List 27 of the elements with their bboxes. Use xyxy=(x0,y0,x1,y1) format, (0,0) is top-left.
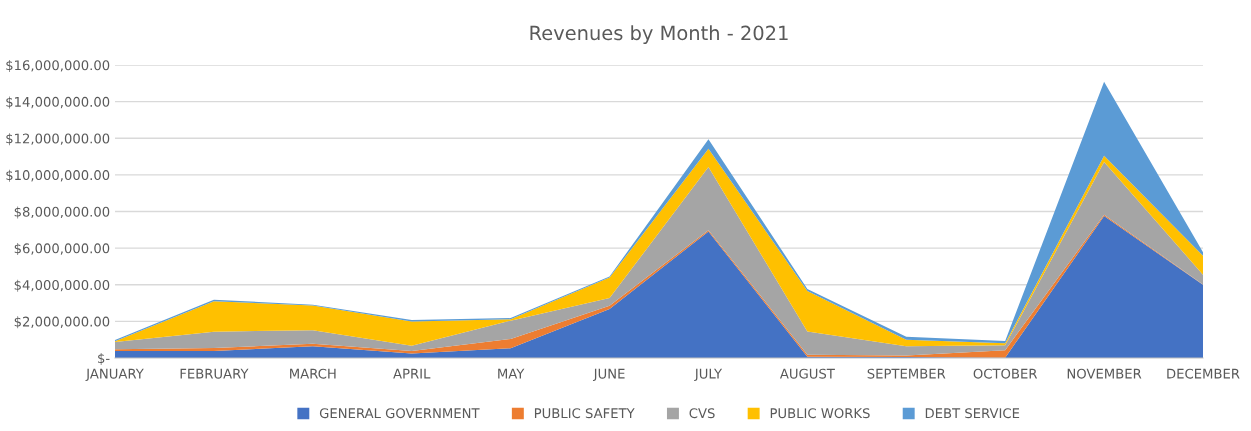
y-tick-label: $10,000,000.00 xyxy=(6,169,110,182)
legend-label: DEBT SERVICE xyxy=(925,408,1020,419)
x-tick-label: AUGUST xyxy=(779,368,835,379)
y-tick-label: $8,000,000.00 xyxy=(14,206,110,219)
x-tick-label: OCTOBER xyxy=(973,368,1038,379)
x-tick-label: JUNE xyxy=(592,368,625,382)
x-tick-label: JANUARY xyxy=(85,368,144,382)
y-tick-label: $2,000,000.00 xyxy=(14,316,110,329)
x-tick-label: MARCH xyxy=(290,368,336,379)
legend-label: PUBLIC WORKS xyxy=(770,408,870,419)
y-tick-label: $16,000,000.00 xyxy=(6,59,110,72)
y-tick-label: $6,000,000.00 xyxy=(14,243,110,256)
x-tick-label: MAY xyxy=(498,368,525,379)
x-tick-label: JULY xyxy=(694,368,723,382)
x-tick-label: APRIL xyxy=(393,368,431,379)
legend-label: PUBLIC SAFETY xyxy=(534,408,635,419)
y-tick-label: $- xyxy=(98,352,110,365)
x-tick-label: NOVEMBER xyxy=(1067,368,1142,379)
y-tick-label: $14,000,000.00 xyxy=(6,96,110,109)
chart-title: Revenues by Month - 2021 xyxy=(530,25,788,45)
x-tick-label: SEPTEMBER xyxy=(867,368,946,379)
y-tick-label: $12,000,000.00 xyxy=(6,133,110,146)
legend-label: GENERAL GOVERNMENT xyxy=(319,408,480,419)
y-tick-label: $4,000,000.00 xyxy=(14,279,110,292)
x-tick-label: FEBRUARY xyxy=(180,368,249,379)
x-tick-label: DECEMBER xyxy=(1167,368,1240,379)
legend-label: CVS xyxy=(689,408,715,419)
